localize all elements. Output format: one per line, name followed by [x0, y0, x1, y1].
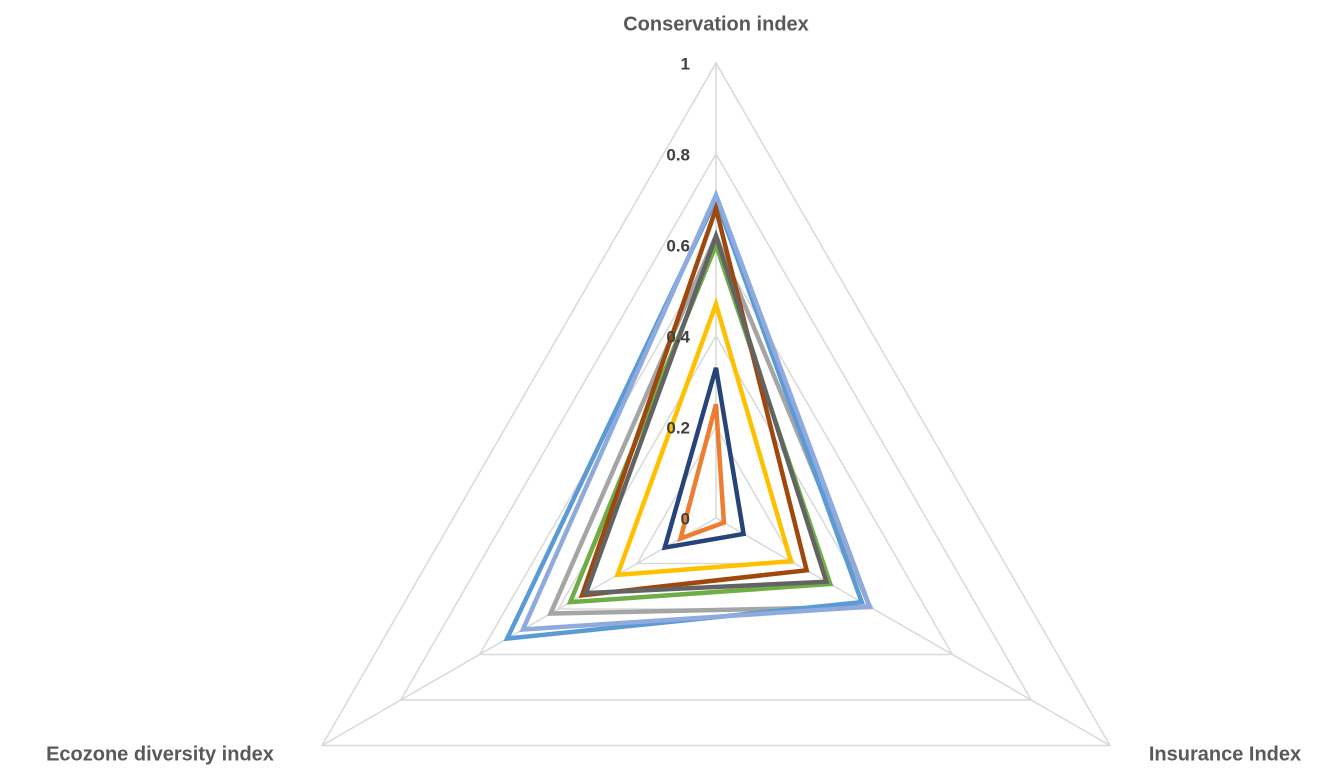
series-line	[677, 403, 727, 543]
grid-line	[635, 425, 797, 565]
tick-label: 0	[681, 509, 690, 528]
category-label: Conservation index	[623, 13, 809, 35]
spoke	[321, 517, 717, 747]
spoke	[715, 517, 1111, 747]
tick-label: 0.8	[666, 145, 690, 164]
category-label: Insurance Index	[1149, 743, 1301, 765]
category-label: Ecozone diversity index	[46, 743, 274, 765]
tick-label: 0.6	[666, 236, 690, 255]
series-line	[547, 230, 874, 616]
grid-line	[320, 61, 1112, 747]
grid-line	[399, 152, 1033, 701]
series-line	[519, 189, 873, 632]
tick-label: 1	[681, 54, 690, 73]
series-line	[578, 200, 810, 598]
series-line	[614, 296, 794, 578]
series-line	[582, 228, 830, 596]
series-line	[661, 367, 747, 551]
tick-label: 0.2	[666, 418, 690, 437]
tick-label: 0.4	[666, 327, 690, 346]
